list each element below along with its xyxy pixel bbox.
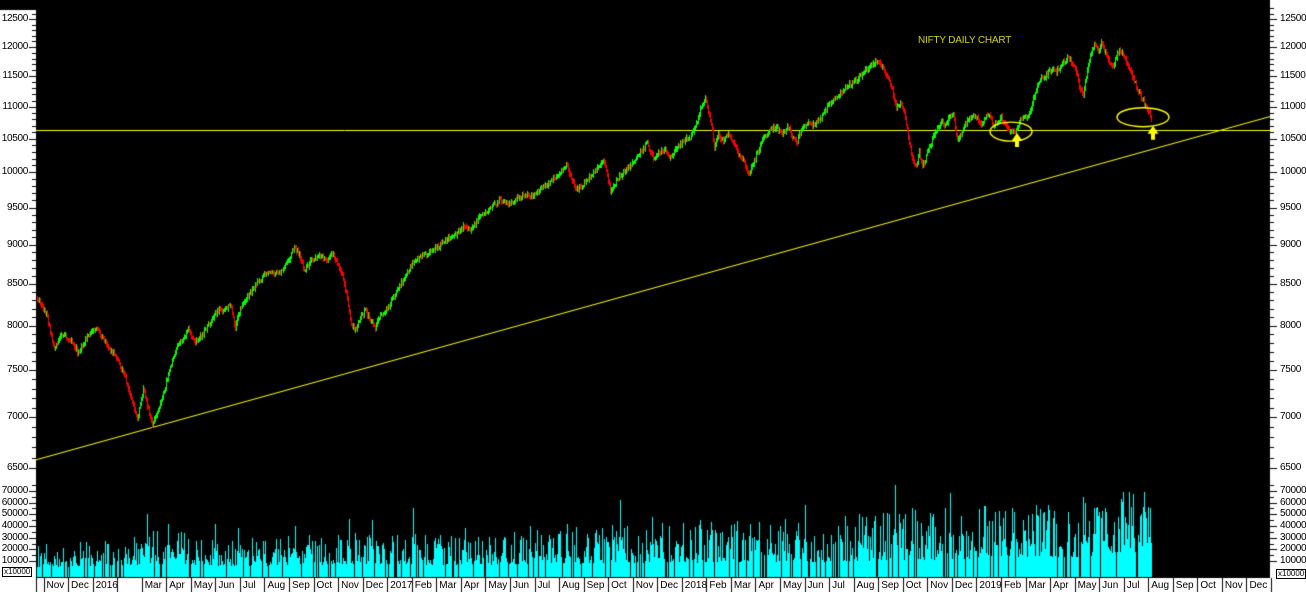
volume-multiplier-box-right: x10000 <box>1276 569 1306 579</box>
volume-multiplier-box-left: x10000 <box>2 567 33 577</box>
chart-title-annotation: NIFTY DAILY CHART <box>918 35 1012 46</box>
